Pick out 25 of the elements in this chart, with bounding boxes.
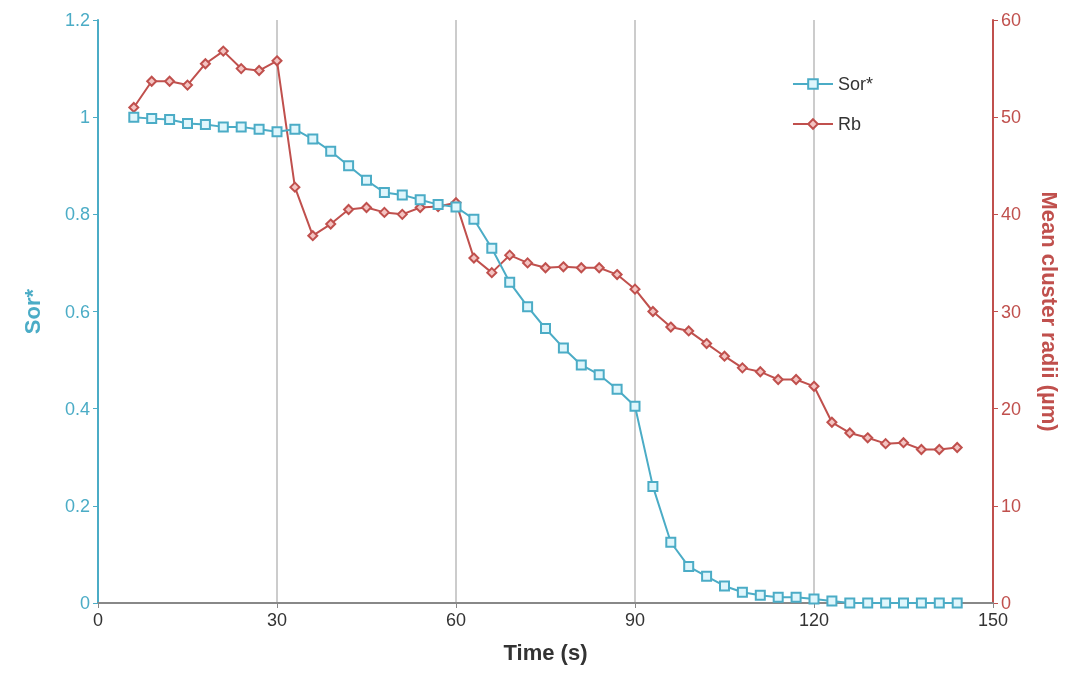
y-tick-label: 0 [79,593,90,613]
legend-label: Sor* [837,74,873,94]
y-tick-label: 0.2 [64,495,90,516]
x-tick-label: 60 [445,610,467,630]
y2-tick-label: 60 [1001,10,1022,30]
y2-tick-label: 0 [1001,593,1012,613]
y-tick-label: 1.2 [64,10,90,30]
y2-tick-label: 10 [1001,495,1022,516]
y-tick-label: 0.8 [64,204,90,225]
y-tick-label: 0.4 [64,398,90,419]
y2-tick-label: 40 [1001,204,1022,225]
x-tick-label: 90 [624,610,646,630]
y-axis-title: Sor* [19,288,45,335]
y2-tick-label: 30 [1001,301,1022,322]
y2-tick-label: 50 [1001,107,1022,128]
y2-axis-title: Mean cluster radii (µm) [1036,191,1062,432]
legend-label: Rb [837,114,861,134]
x-axis-title: Time (s) [503,639,588,665]
y2-tick-label: 20 [1001,398,1022,419]
x-tick-label: 120 [798,610,830,630]
x-tick-label: 30 [266,610,288,630]
x-tick-label: 150 [977,610,1009,630]
x-tick-label: 0 [92,610,104,630]
y-tick-label: 0.6 [64,301,90,322]
y-tick-label: 1 [79,107,90,128]
